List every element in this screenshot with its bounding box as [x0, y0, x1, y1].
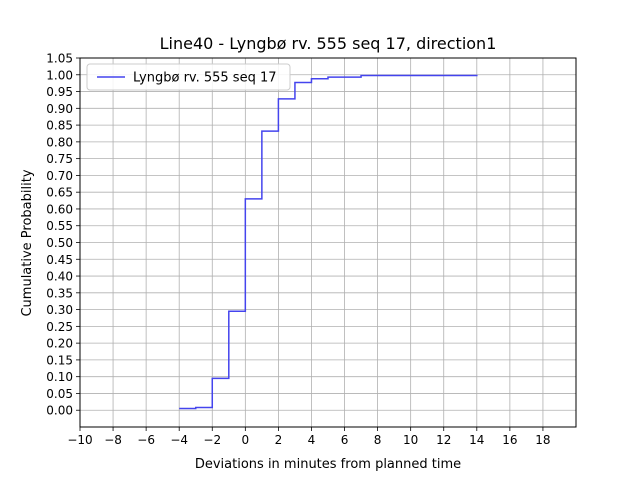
- y-axis-ticks: 0.00 0.05 0.10 0.15 0.20 0.25 0.30 0.35 0.40 0.45…: [46, 52, 80, 418]
- y-tick-label: 0.95: [46, 85, 73, 99]
- x-tick-label: 12: [436, 433, 451, 447]
- x-tick-label: 16: [502, 433, 517, 447]
- y-tick-label: 0.85: [46, 119, 73, 133]
- series-line: [179, 74, 478, 410]
- x-tick-label: 14: [469, 433, 484, 447]
- y-tick-label: 0.60: [46, 202, 73, 216]
- y-tick-label: 0.10: [46, 370, 73, 384]
- y-tick-label: 0.45: [46, 253, 73, 267]
- x-tick-label: −4: [170, 433, 188, 447]
- series-layer: [179, 74, 478, 410]
- y-tick-label: 0.25: [46, 320, 73, 334]
- x-axis-label: Deviations in minutes from planned time: [195, 457, 461, 472]
- x-tick-label: −10: [67, 433, 92, 447]
- x-tick-label: 18: [535, 433, 550, 447]
- y-tick-label: 0.20: [46, 337, 73, 351]
- y-tick-label: 1.05: [46, 52, 73, 66]
- legend: Lyngbø rv. 555 seq 17: [86, 63, 291, 91]
- x-tick-label: 4: [308, 433, 316, 447]
- x-tick-label: −6: [137, 433, 155, 447]
- legend-box: [86, 63, 291, 91]
- y-tick-label: 0.05: [46, 387, 73, 401]
- x-tick-label: −8: [104, 433, 122, 447]
- y-tick-label: 0.75: [46, 152, 73, 166]
- legend-label: Lyngbø rv. 555 seq 17: [133, 71, 277, 86]
- x-tick-label: 2: [275, 433, 283, 447]
- chart-title: Line40 - Lyngbø rv. 555 seq 17, directio…: [160, 34, 497, 53]
- y-tick-label: 0.00: [46, 404, 73, 418]
- y-tick-label: 0.35: [46, 286, 73, 300]
- y-tick-label: 0.80: [46, 135, 73, 149]
- y-axis-label: Cumulative Probability: [20, 169, 35, 316]
- x-tick-label: −2: [203, 433, 221, 447]
- y-tick-label: 1.00: [46, 68, 73, 82]
- y-tick-label: 0.70: [46, 169, 73, 183]
- y-tick-label: 0.40: [46, 270, 73, 284]
- x-axis-ticks: −10 −8 −6 −4 −2 0 2 4 6 8 10 12 14 16 18: [67, 427, 551, 447]
- x-tick-label: 8: [374, 433, 382, 447]
- y-tick-label: 0.90: [46, 102, 73, 116]
- y-tick-label: 0.15: [46, 353, 73, 367]
- y-tick-label: 0.65: [46, 186, 73, 200]
- y-tick-label: 0.50: [46, 236, 73, 250]
- x-tick-label: 0: [242, 433, 250, 447]
- grid: [79, 57, 576, 427]
- x-tick-label: 6: [341, 433, 349, 447]
- x-tick-label: 10: [403, 433, 418, 447]
- y-tick-label: 0.55: [46, 219, 73, 233]
- y-tick-label: 0.30: [46, 303, 73, 317]
